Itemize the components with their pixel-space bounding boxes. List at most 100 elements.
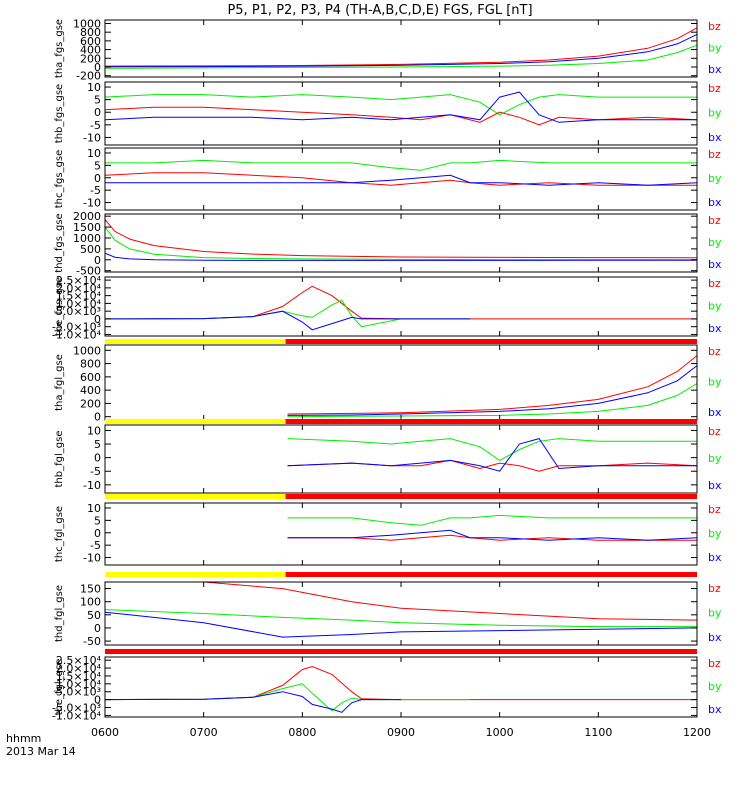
y-tick-label: 10	[87, 424, 101, 437]
x-axis-label-hhmm: hhmm	[6, 732, 41, 745]
y-tick-label: 0	[94, 254, 101, 267]
x-tick-label: 0800	[288, 726, 316, 739]
y-tick-label: 100	[80, 596, 101, 609]
y-tick-label: -5	[90, 465, 101, 478]
series-line-by	[104, 609, 697, 628]
y-tick-label: 1000	[73, 17, 101, 30]
series-line-bx	[104, 310, 471, 331]
series-line-bx	[287, 529, 698, 541]
y-tick-label: -10	[83, 479, 101, 492]
y-tick-label: 0	[94, 313, 101, 326]
x-axis: 0600 0700 0800 0900 1000 1100 1200	[91, 726, 711, 739]
y-tick-label: 5.0×10³	[56, 305, 101, 318]
y-tick-label: -10	[83, 197, 101, 210]
series-line-bx	[104, 611, 698, 638]
legend-by: by	[708, 607, 722, 620]
series-line-bz	[104, 172, 697, 186]
y-tick-label: 50	[87, 609, 101, 622]
legend-bx: bx	[708, 258, 722, 271]
y-axis-label: thb_fgs_gse	[54, 84, 65, 143]
flag-bar-red	[105, 649, 697, 654]
legend-by: by	[708, 376, 722, 389]
panel-frame	[104, 656, 698, 718]
flag-bar-red	[285, 419, 697, 424]
y-tick-label: 0	[94, 172, 101, 185]
y-tick-label: 0	[94, 61, 101, 74]
y-tick-label: 0	[94, 694, 101, 707]
y-tick-label: 0	[94, 622, 101, 635]
flag-bar-yellow	[105, 572, 286, 577]
legend-bx: bx	[708, 131, 722, 144]
x-tick-label: 1100	[584, 726, 612, 739]
flag-bar-yellow	[105, 494, 286, 499]
flag-bar-yellow	[105, 339, 286, 344]
legend-bx: bx	[708, 63, 722, 76]
y-tick-label: -5.0×10³	[52, 702, 101, 715]
y-axis-label: thc_fgs_gse	[54, 150, 65, 209]
y-tick-label: 2000	[73, 210, 101, 223]
y-axis-label: tha_fgl_gse	[54, 354, 65, 411]
legend-bz: bz	[708, 20, 721, 33]
y-tick-label: -10	[83, 131, 101, 144]
legend-by: by	[708, 680, 722, 693]
legend-by: by	[708, 107, 722, 120]
series-line-bz	[287, 355, 698, 415]
series-line-bx	[287, 438, 697, 472]
y-tick-label: 800	[80, 358, 101, 371]
x-axis-label-date: 2013 Mar 14	[6, 745, 76, 758]
legend-bz: bz	[708, 277, 721, 290]
flag-bar-yellow	[105, 419, 286, 424]
series-line-bz	[104, 106, 698, 126]
panel-4: 2.5×10⁴2.0×10⁴1.5×10⁴1.0×10⁴5.0×10³0-5.0…	[52, 274, 722, 341]
legend-by: by	[708, 172, 722, 185]
y-tick-label: 1.5×10⁴	[56, 290, 102, 303]
y-tick-label: -5	[90, 539, 101, 552]
panel-frame	[104, 344, 698, 421]
y-tick-label: 200	[80, 397, 101, 410]
y-tick-label: 400	[80, 44, 101, 57]
legend-bz: bz	[708, 82, 721, 95]
series-line-bz	[104, 27, 698, 67]
x-tick-label: 1000	[486, 726, 514, 739]
y-tick-label: -10	[83, 552, 101, 565]
y-tick-label: -1.0×10⁴	[52, 328, 102, 341]
y-axis-label: thc_fgl_gse	[54, 506, 65, 562]
y-tick-label: 500	[80, 243, 101, 256]
y-tick-label: 5.0×10³	[56, 686, 101, 699]
y-axis-label: the_fgs_gse	[54, 277, 65, 336]
y-tick-label: 150	[80, 583, 101, 596]
y-axis-label: thd_fgl_gse	[54, 585, 65, 642]
y-tick-label: 2.5×10⁴	[56, 274, 102, 287]
series-line-bz	[104, 219, 698, 259]
legend-bx: bx	[708, 406, 722, 419]
series-line-bx	[104, 691, 401, 713]
panel-frame	[104, 19, 698, 78]
legend-bz: bz	[708, 148, 721, 161]
y-axis-label: thb_fgl_gse	[54, 431, 65, 488]
y-tick-label: -5	[90, 184, 101, 197]
legend-by: by	[708, 527, 722, 540]
y-tick-label: 5	[94, 94, 101, 107]
panel-frame	[104, 424, 698, 494]
legend-bz: bz	[708, 214, 721, 227]
x-tick-label: 0700	[190, 726, 218, 739]
legend-bx: bx	[708, 551, 722, 564]
y-tick-label: -5.0×10³	[52, 321, 101, 334]
series-line-bz	[105, 581, 698, 621]
y-tick-label: 1000	[73, 232, 101, 245]
y-tick-label: 5	[94, 438, 101, 451]
y-tick-label: 0	[94, 411, 101, 424]
y-tick-label: -200	[76, 70, 101, 83]
series-line-by	[104, 94, 697, 116]
series-line-by	[104, 44, 698, 69]
series-line-bx	[104, 252, 697, 261]
legend-by: by	[708, 300, 722, 313]
legend-by: by	[708, 236, 722, 249]
legend-bz: bz	[708, 425, 721, 438]
